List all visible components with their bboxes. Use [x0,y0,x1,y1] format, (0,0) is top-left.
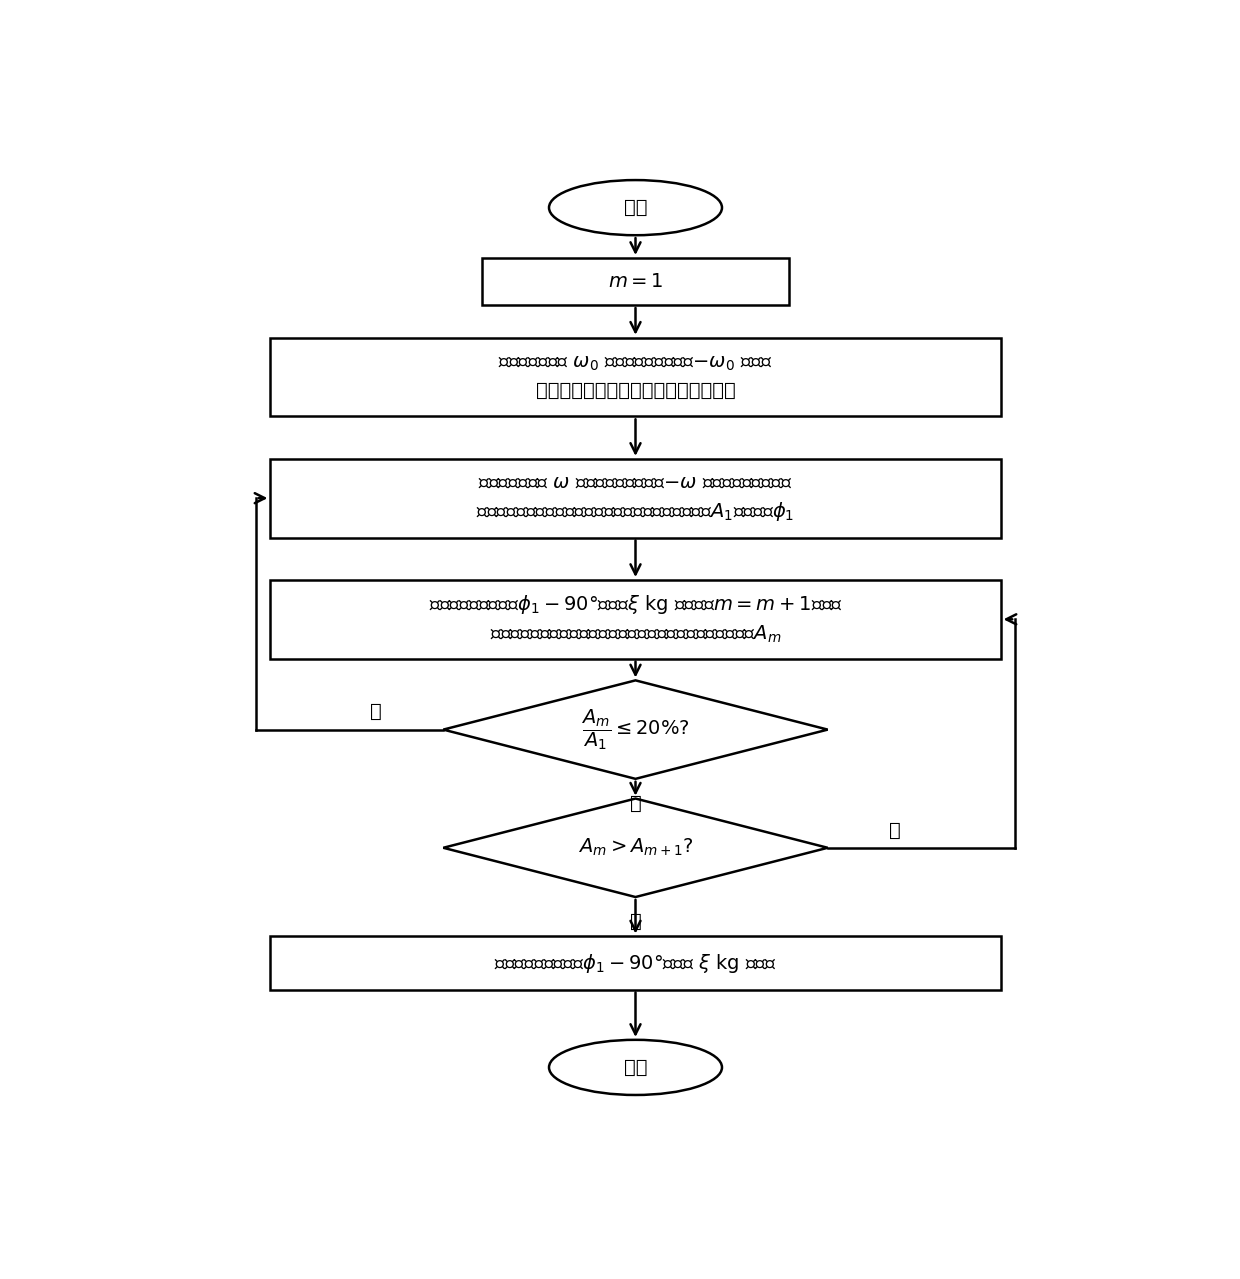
Text: 在回转台机械角位置$\phi_1-90°$处减去 $\xi$ kg 的试重: 在回转台机械角位置$\phi_1-90°$处减去 $\xi$ kg 的试重 [494,952,777,975]
Text: 是: 是 [371,702,382,721]
Text: 开始: 开始 [624,198,647,217]
Bar [270,338,1001,417]
Text: 否: 否 [889,821,900,839]
Text: $m=1$: $m=1$ [608,272,663,292]
Ellipse shape [549,1040,722,1095]
Text: 否: 否 [630,794,641,813]
Polygon shape [444,680,828,779]
Ellipse shape [549,180,722,235]
Bar [270,936,1001,990]
Bar [481,258,789,306]
Text: 结束: 结束 [624,1058,647,1077]
Text: 设置主轴以转速 $\omega_0$ 运行，回转台以转速$-\omega_0$ 运行，
采集并提取回转台驱动电流的基准数据: 设置主轴以转速 $\omega_0$ 运行，回转台以转速$-\omega_0$ … [498,354,773,400]
Text: 是: 是 [630,912,641,931]
Text: 设置主轴以转速 $\omega$ 运行，回转台以转速$-\omega$ 运行，采集此转速下
回转台驱动电流信号，并提取一倍频成分，记其幅值为$A_1$，相位为$: 设置主轴以转速 $\omega$ 运行，回转台以转速$-\omega$ 运行，采… [476,473,795,523]
Text: $A_m>A_{m+1}?$: $A_m>A_{m+1}?$ [578,838,693,858]
Text: 在回转台机械角位置$\phi_1-90°$处添加$\xi$ kg 的试重，$m=m+1$，采集
补偿后回转台驱动电流信号，并提取一倍频成分，记其幅值为$A_m$: 在回转台机械角位置$\phi_1-90°$处添加$\xi$ kg 的试重，$m=… [429,593,842,646]
Text: $\dfrac{A_m}{A_1}\leq20\%?$: $\dfrac{A_m}{A_1}\leq20\%?$ [582,707,689,752]
Bar [270,459,1001,537]
Polygon shape [444,798,828,897]
Bar [270,579,1001,659]
